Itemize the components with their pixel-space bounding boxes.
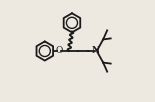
Text: N: N: [92, 47, 100, 55]
Text: O: O: [55, 47, 63, 55]
